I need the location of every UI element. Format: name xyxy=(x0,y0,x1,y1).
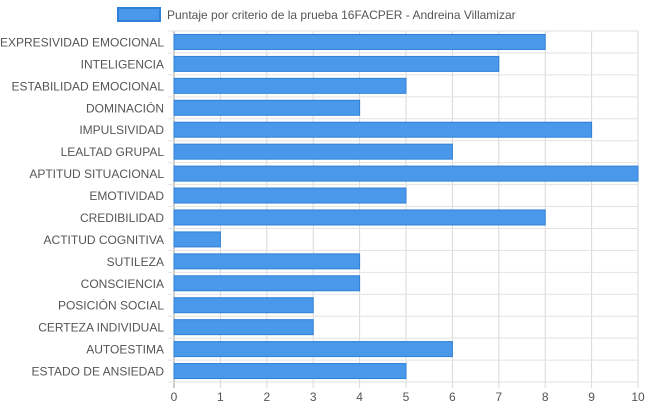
y-category-label: INTELIGENCIA xyxy=(81,57,164,71)
y-category-label: ACTITUD COGNITIVA xyxy=(44,233,164,247)
y-category-label: ESTABILIDAD EMOCIONAL xyxy=(12,79,165,93)
y-category-label: POSICIÓN SOCIAL xyxy=(58,298,164,313)
y-category-label: CREDIBILIDAD xyxy=(80,211,164,225)
bar[interactable] xyxy=(173,143,453,160)
x-tick-label: 1 xyxy=(217,390,224,404)
y-category-label: CERTEZA INDIVIDUAL xyxy=(38,321,164,335)
x-tick-label: 10 xyxy=(631,390,645,404)
x-tick-label: 9 xyxy=(588,390,595,404)
y-category-label: AUTOESTIMA xyxy=(86,343,164,357)
x-tick-label: 2 xyxy=(263,390,270,404)
x-tick-label: 0 xyxy=(171,390,178,404)
bar[interactable] xyxy=(173,297,314,314)
bar[interactable] xyxy=(173,77,407,94)
bar[interactable] xyxy=(173,319,314,336)
bar[interactable] xyxy=(173,55,500,72)
y-category-label: LEALTAD GRUPAL xyxy=(61,145,165,159)
legend-swatch[interactable] xyxy=(117,7,161,22)
bar[interactable] xyxy=(173,99,361,116)
bar[interactable] xyxy=(173,33,546,50)
x-tick-label: 6 xyxy=(449,390,456,404)
y-category-label: CONSCIENCIA xyxy=(81,277,164,291)
x-tick-label: 7 xyxy=(495,390,502,404)
legend[interactable]: Puntaje por criterio de la prueba 16FACP… xyxy=(117,7,516,22)
x-tick-label: 8 xyxy=(542,390,549,404)
x-tick-label: 3 xyxy=(310,390,317,404)
y-category-label: EMOTIVIDAD xyxy=(89,189,164,203)
y-category-label: SUTILEZA xyxy=(107,255,164,269)
y-category-label: EXPRESIVIDAD EMOCIONAL xyxy=(0,35,164,49)
bar[interactable] xyxy=(173,275,361,292)
bar[interactable] xyxy=(173,341,453,358)
y-category-label: ESTADO DE ANSIEDAD xyxy=(32,365,165,379)
y-category-label: APTITUD SITUACIONAL xyxy=(29,167,164,181)
bar[interactable] xyxy=(173,121,593,138)
x-tick-label: 4 xyxy=(356,390,363,404)
axes: 0 1 2 3 4 5 6 7 8 9 10 EXPRESIVIDAD EMOCIONAL INTELI… xyxy=(0,35,645,404)
bars xyxy=(173,33,639,380)
bar[interactable] xyxy=(173,187,407,204)
bar[interactable] xyxy=(173,209,546,226)
bar[interactable] xyxy=(173,165,639,182)
bar[interactable] xyxy=(173,253,361,270)
x-tick-label: 5 xyxy=(403,390,410,404)
legend-label[interactable]: Puntaje por criterio de la prueba 16FACP… xyxy=(167,8,516,22)
bar[interactable] xyxy=(173,231,221,248)
y-category-label: IMPULSIVIDAD xyxy=(79,123,164,137)
y-category-label: DOMINACIÓN xyxy=(86,100,164,115)
bar[interactable] xyxy=(173,363,407,380)
